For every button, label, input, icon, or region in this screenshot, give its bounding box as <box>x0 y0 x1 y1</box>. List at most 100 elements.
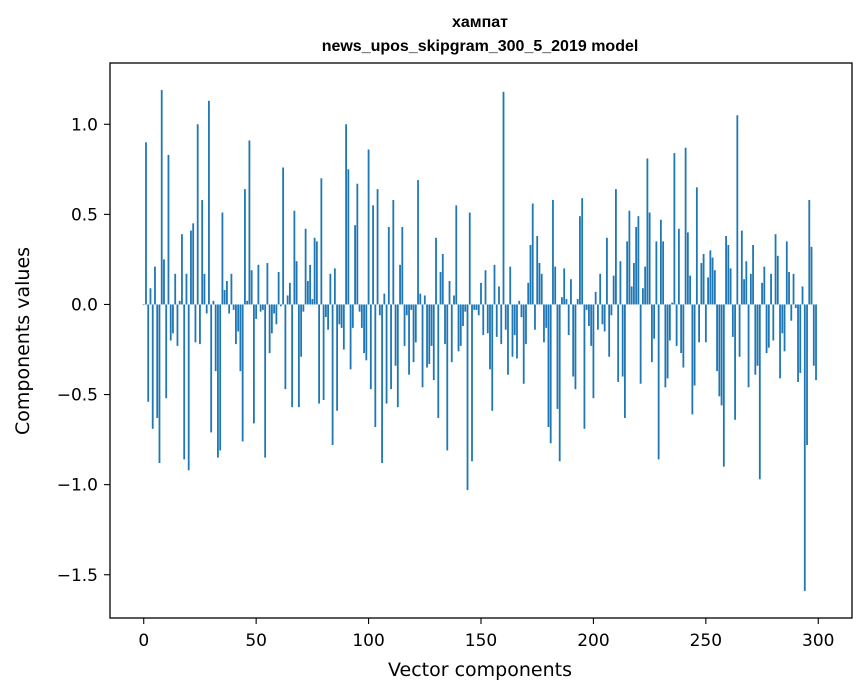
bar-122 <box>417 180 419 305</box>
y-tick-label: −1.5 <box>57 566 98 586</box>
bar-97 <box>360 304 363 328</box>
bar-236 <box>673 153 676 305</box>
bar-247 <box>698 304 700 343</box>
y-tick-label: −0.5 <box>57 386 98 406</box>
bar-281 <box>774 234 777 305</box>
bar-73 <box>306 281 309 305</box>
bar-106 <box>381 304 383 464</box>
bar-40 <box>232 304 235 310</box>
bar-120 <box>412 304 415 363</box>
bar-224 <box>646 158 649 305</box>
bar-238 <box>677 228 680 305</box>
bar-128 <box>430 304 433 346</box>
bar-178 <box>543 304 545 343</box>
bar-49 <box>253 304 255 424</box>
bar-286 <box>785 241 788 305</box>
bar-211 <box>617 304 620 382</box>
bar-30 <box>210 304 213 433</box>
bar-31 <box>212 300 215 305</box>
bar-167 <box>518 300 521 305</box>
bar-159 <box>500 304 503 345</box>
bar-202 <box>597 304 599 330</box>
x-tick-label: 100 <box>352 631 384 651</box>
bar-234 <box>668 304 671 341</box>
bar-67 <box>293 210 296 305</box>
bar-92 <box>349 304 352 370</box>
bar-117 <box>405 304 408 316</box>
bar-114 <box>399 264 401 305</box>
bar-17 <box>181 234 183 305</box>
bar-155 <box>491 304 494 411</box>
bar-45 <box>244 189 246 305</box>
bar-107 <box>383 293 386 305</box>
bar-231 <box>662 241 665 305</box>
bar-208 <box>610 304 613 316</box>
bar-249 <box>702 254 705 305</box>
bar-29 <box>208 100 210 305</box>
bar-235 <box>671 302 674 305</box>
bar-28 <box>205 304 208 314</box>
bar-279 <box>770 273 772 305</box>
bar-194 <box>579 216 581 305</box>
bar-87 <box>338 304 341 325</box>
bar-111 <box>392 199 395 305</box>
bar-109 <box>387 226 390 305</box>
bar-23 <box>194 304 197 343</box>
bar-99 <box>365 304 368 361</box>
bar-20 <box>187 304 190 471</box>
bar-96 <box>358 304 361 312</box>
bar-7 <box>158 304 161 464</box>
bar-133 <box>441 254 444 305</box>
bar-46 <box>246 300 249 305</box>
bar-27 <box>203 273 206 305</box>
bar-241 <box>684 147 687 305</box>
bar-5 <box>154 266 156 305</box>
bar-258 <box>722 304 725 467</box>
bar-139 <box>455 205 458 305</box>
bar-33 <box>217 304 219 458</box>
bar-104 <box>376 189 379 305</box>
bar-168 <box>520 304 523 318</box>
bar-171 <box>527 282 530 305</box>
bar-60 <box>277 272 280 305</box>
bar-72 <box>304 228 307 305</box>
bar-259 <box>725 235 727 305</box>
bar-170 <box>525 304 527 345</box>
bar-256 <box>718 304 721 397</box>
bar-151 <box>482 304 485 336</box>
bar-16 <box>178 300 181 305</box>
bar-56 <box>268 304 271 354</box>
bar-8 <box>160 90 163 305</box>
bar-156 <box>493 264 496 305</box>
bar-276 <box>763 266 766 305</box>
bar-105 <box>378 304 381 316</box>
bar-129 <box>432 304 435 381</box>
y-tick-label: 1.0 <box>71 115 98 135</box>
bar-35 <box>221 212 224 305</box>
bar-113 <box>396 304 399 408</box>
y-axis: 1.0 0.5 0.0 −0.5 −1.0 −1.5 <box>57 115 110 586</box>
bar-95 <box>356 183 359 305</box>
bar-53 <box>262 304 264 310</box>
bar-19 <box>185 273 188 305</box>
bar-253 <box>711 257 714 305</box>
bar-54 <box>264 304 267 458</box>
bar-24 <box>196 124 199 305</box>
bar-218 <box>633 263 635 305</box>
x-tick-label: 300 <box>802 631 834 651</box>
bar-199 <box>590 304 593 346</box>
bar-206 <box>606 237 608 305</box>
bar-233 <box>666 304 669 379</box>
bar-12 <box>169 304 172 341</box>
bar-232 <box>664 304 667 388</box>
bar-239 <box>680 304 683 354</box>
bar-65 <box>288 282 291 305</box>
bar-220 <box>637 216 640 305</box>
bar-47 <box>248 140 251 305</box>
bar-293 <box>801 286 804 305</box>
bar-103 <box>374 304 377 427</box>
bar-274 <box>758 304 761 480</box>
x-tick-label: 200 <box>577 631 609 651</box>
bar-161 <box>504 304 507 330</box>
